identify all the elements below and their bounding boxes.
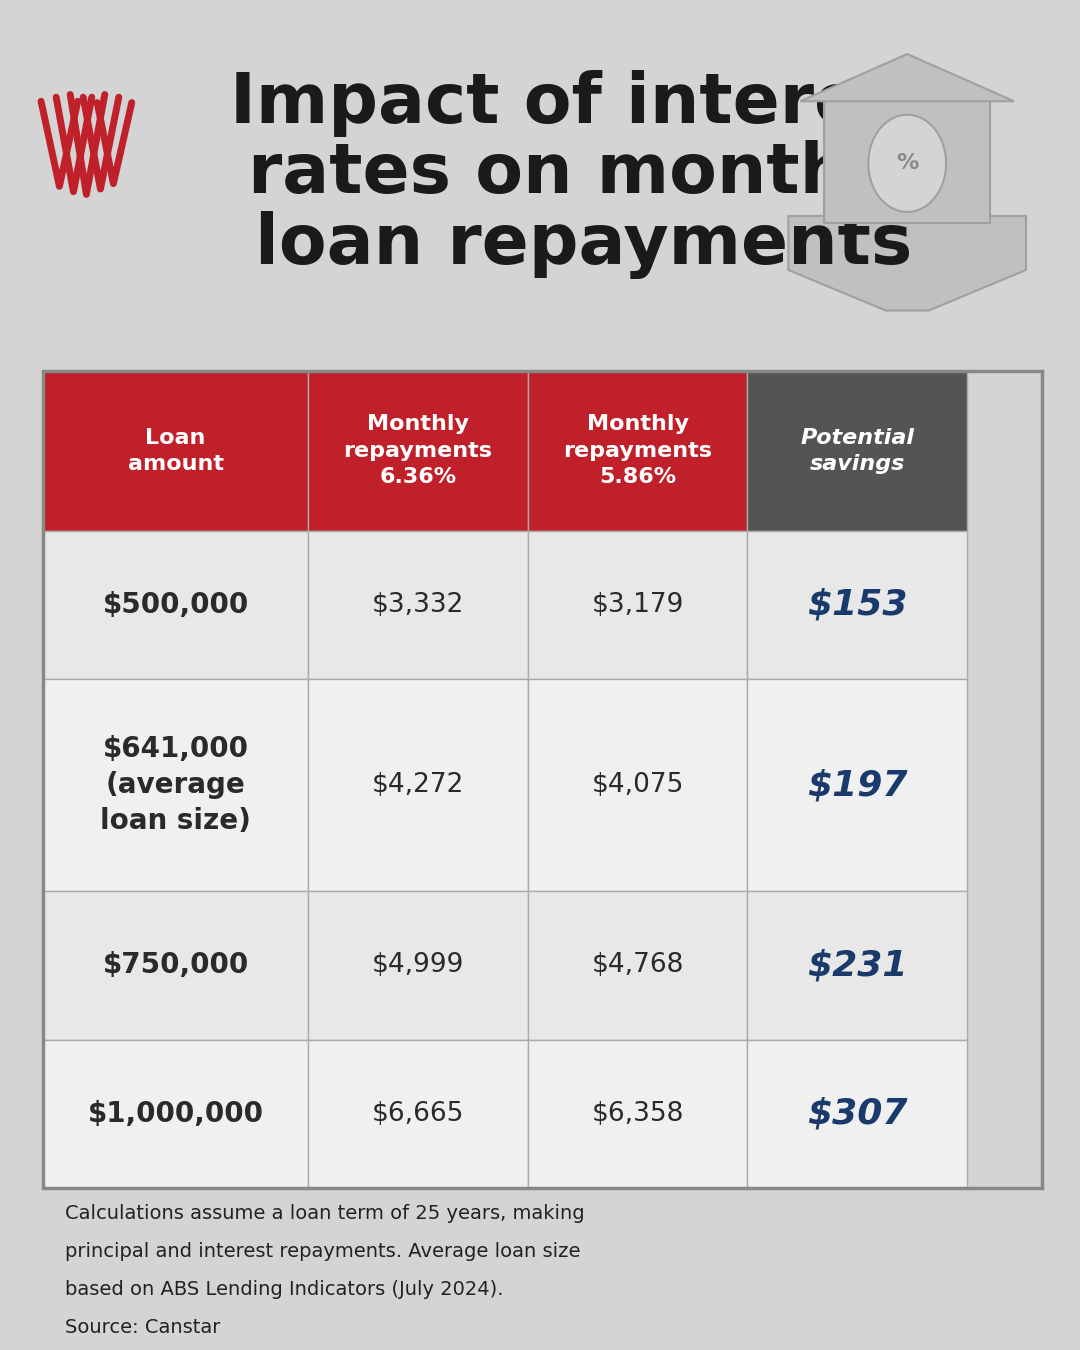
FancyBboxPatch shape bbox=[308, 679, 528, 891]
FancyBboxPatch shape bbox=[528, 371, 747, 531]
FancyBboxPatch shape bbox=[528, 679, 747, 891]
Text: Monthly
repayments
5.86%: Monthly repayments 5.86% bbox=[563, 414, 712, 487]
Polygon shape bbox=[800, 54, 1014, 101]
Text: $3,332: $3,332 bbox=[372, 591, 464, 618]
Text: rates on monthly: rates on monthly bbox=[248, 140, 918, 208]
Text: $307: $307 bbox=[807, 1096, 907, 1131]
Text: Impact of interest: Impact of interest bbox=[230, 70, 936, 138]
FancyBboxPatch shape bbox=[43, 371, 308, 531]
Text: $4,768: $4,768 bbox=[592, 953, 684, 979]
Text: Potential
savings: Potential savings bbox=[800, 428, 915, 474]
FancyBboxPatch shape bbox=[528, 531, 747, 679]
FancyBboxPatch shape bbox=[747, 371, 968, 531]
FancyBboxPatch shape bbox=[43, 891, 308, 1040]
FancyBboxPatch shape bbox=[308, 531, 528, 679]
Text: $641,000
(average
loan size): $641,000 (average loan size) bbox=[100, 736, 251, 834]
FancyBboxPatch shape bbox=[747, 679, 968, 891]
Text: $4,272: $4,272 bbox=[372, 772, 464, 798]
Text: %: % bbox=[896, 154, 918, 173]
Text: Loan
amount: Loan amount bbox=[127, 428, 224, 474]
FancyBboxPatch shape bbox=[43, 531, 308, 679]
FancyBboxPatch shape bbox=[528, 891, 747, 1040]
Text: $6,665: $6,665 bbox=[372, 1100, 464, 1127]
FancyBboxPatch shape bbox=[747, 1040, 968, 1188]
FancyBboxPatch shape bbox=[43, 679, 308, 891]
FancyBboxPatch shape bbox=[747, 891, 968, 1040]
Text: $197: $197 bbox=[807, 768, 907, 802]
FancyBboxPatch shape bbox=[43, 1040, 308, 1188]
Text: $750,000: $750,000 bbox=[103, 952, 248, 980]
Text: $4,075: $4,075 bbox=[592, 772, 684, 798]
Text: $500,000: $500,000 bbox=[103, 591, 248, 618]
Text: $231: $231 bbox=[807, 949, 907, 983]
Text: principal and interest repayments. Average loan size: principal and interest repayments. Avera… bbox=[65, 1242, 580, 1261]
FancyBboxPatch shape bbox=[824, 101, 990, 223]
FancyBboxPatch shape bbox=[747, 531, 968, 679]
Polygon shape bbox=[788, 216, 1026, 310]
Text: based on ABS Lending Indicators (July 2024).: based on ABS Lending Indicators (July 20… bbox=[65, 1280, 503, 1299]
Text: loan repayments: loan repayments bbox=[255, 211, 912, 278]
FancyBboxPatch shape bbox=[528, 1040, 747, 1188]
Circle shape bbox=[868, 115, 946, 212]
Text: Monthly
repayments
6.36%: Monthly repayments 6.36% bbox=[343, 414, 492, 487]
FancyBboxPatch shape bbox=[308, 1040, 528, 1188]
Text: $153: $153 bbox=[807, 587, 907, 622]
Text: Source: Canstar: Source: Canstar bbox=[65, 1318, 220, 1336]
Text: $1,000,000: $1,000,000 bbox=[87, 1100, 264, 1127]
FancyBboxPatch shape bbox=[308, 371, 528, 531]
FancyBboxPatch shape bbox=[308, 891, 528, 1040]
Text: Calculations assume a loan term of 25 years, making: Calculations assume a loan term of 25 ye… bbox=[65, 1204, 584, 1223]
Text: $4,999: $4,999 bbox=[372, 953, 464, 979]
Text: $6,358: $6,358 bbox=[592, 1100, 684, 1127]
Text: $3,179: $3,179 bbox=[592, 591, 684, 618]
